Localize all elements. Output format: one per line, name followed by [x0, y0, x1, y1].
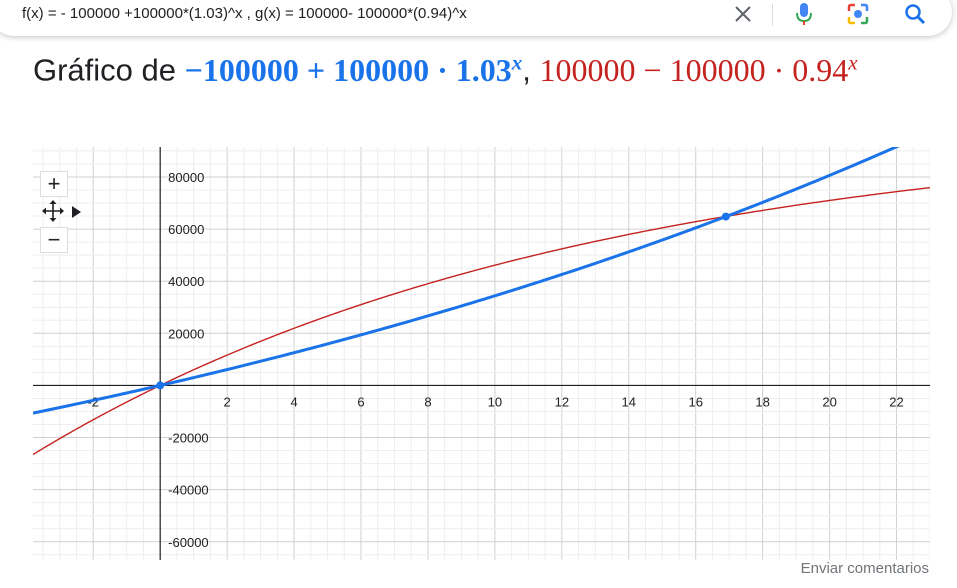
title-separator: , [522, 52, 531, 88]
y-tick-label: 20000 [168, 326, 204, 341]
y-tick-label: -20000 [168, 431, 208, 446]
close-icon[interactable] [726, 0, 760, 28]
search-icon[interactable] [898, 0, 932, 28]
x-tick-label: 16 [688, 394, 702, 409]
series-line-g [33, 186, 930, 456]
title-prefix: Gráfico de [33, 52, 177, 88]
x-tick-label: -2 [87, 394, 99, 409]
feedback-link[interactable]: Enviar comentarios [800, 560, 929, 577]
x-tick-label: 6 [357, 394, 364, 409]
x-tick-label: 10 [488, 394, 502, 409]
x-tick-label: 4 [290, 394, 297, 409]
x-tick-label: 8 [424, 394, 431, 409]
y-tick-label: 80000 [168, 170, 204, 185]
x-tick-label: 14 [622, 394, 636, 409]
graph-area[interactable]: -2 2 4 6 8 10 12 14 16 18 20 22 -60000 -40000 -20000 20… [33, 147, 930, 560]
x-tick-label: 18 [755, 394, 769, 409]
f-expression: −100000 + 100000 · 1.03x [184, 50, 523, 88]
y-tick-label: -40000 [168, 483, 208, 498]
y-tick-label: 60000 [168, 222, 204, 237]
zoom-in-button[interactable]: + [40, 171, 68, 197]
function-plot[interactable]: -2 2 4 6 8 10 12 14 16 18 20 22 -60000 -40000 -20000 20… [33, 147, 930, 560]
g-expression: 100000 − 100000 · 0.94x [539, 50, 858, 88]
x-tick-label: 20 [822, 394, 836, 409]
intersection-point [156, 381, 165, 390]
graph-title: Gráfico de −100000 + 100000 · 1.03x, 100… [33, 50, 858, 89]
series-line-f [33, 147, 900, 415]
move-arrows-icon[interactable] [40, 199, 66, 223]
divider [772, 4, 773, 26]
x-tick-label: 22 [889, 394, 903, 409]
intersection-point [721, 212, 730, 221]
search-input[interactable]: f(x) = - 100000 +100000*(1.03)^x , g(x) … [22, 5, 467, 22]
zoom-out-button[interactable]: − [40, 227, 68, 253]
y-tick-label: 40000 [168, 274, 204, 289]
camera-lens-icon[interactable] [841, 0, 875, 28]
search-bar[interactable]: f(x) = - 100000 +100000*(1.03)^x , g(x) … [0, 0, 952, 36]
y-tick-label: -60000 [168, 535, 208, 550]
microphone-icon[interactable] [787, 0, 821, 28]
x-tick-label: 2 [224, 394, 231, 409]
x-tick-label: 12 [555, 394, 569, 409]
triangle-right-icon[interactable] [70, 205, 82, 219]
